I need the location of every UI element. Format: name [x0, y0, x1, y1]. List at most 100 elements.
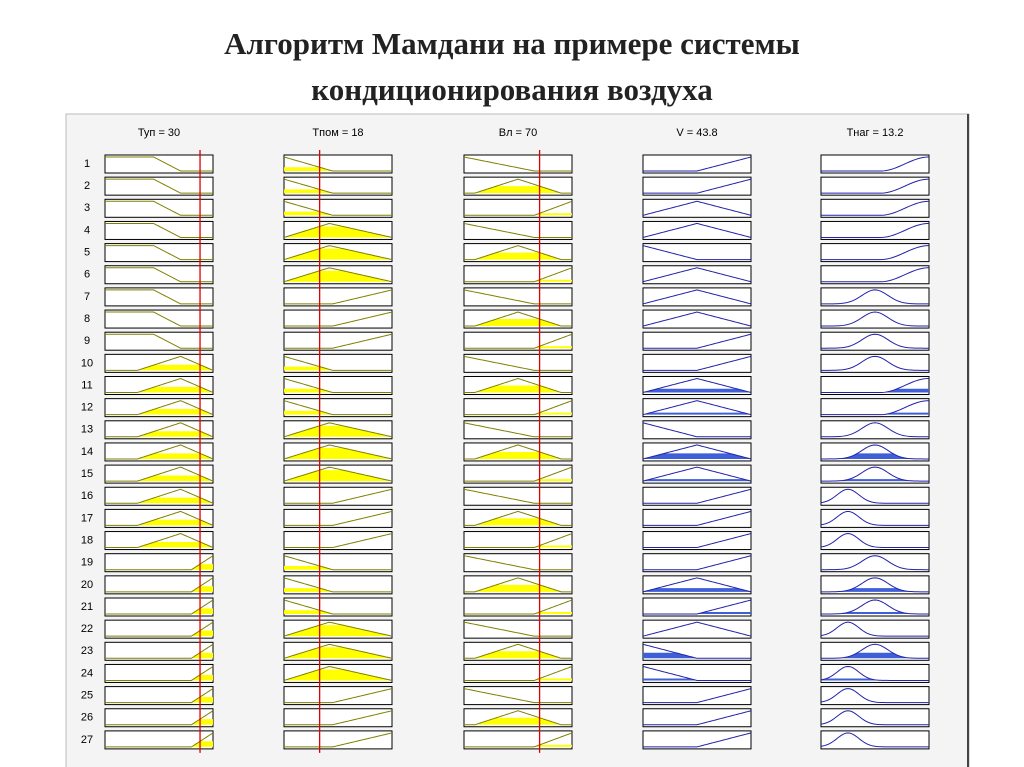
mf-curve: [284, 510, 393, 526]
mf-box: [463, 686, 573, 706]
mf-box: [642, 176, 752, 196]
mf-fill: [821, 388, 929, 393]
mf-box: [463, 597, 573, 617]
mf-box: [820, 331, 930, 351]
mf-fill: [284, 565, 392, 570]
mf-box: [642, 420, 752, 440]
mf-fill: [105, 431, 213, 437]
mf-curve: [642, 577, 752, 593]
mf-curve: [820, 577, 930, 593]
row-number: 22: [81, 623, 93, 635]
mf-curve: [105, 422, 214, 438]
mf-curve: [820, 333, 930, 349]
mf-curve: [464, 267, 573, 283]
mf-curve: [464, 311, 572, 327]
mf-fill: [105, 697, 213, 703]
mf-box: [283, 508, 393, 528]
row-number: 27: [81, 734, 93, 746]
mf-curve: [463, 156, 572, 172]
mf-box: [642, 198, 752, 218]
mf-fill: [284, 388, 392, 393]
mf-curve: [642, 311, 752, 327]
mf-box: [820, 154, 930, 174]
mf-curve: [464, 577, 572, 593]
title-line: кондиционирования воздуха: [311, 72, 713, 107]
row-number: 2: [84, 180, 90, 192]
mf-curve: [105, 466, 214, 482]
mf-box: [104, 220, 214, 240]
mf-fill: [105, 497, 213, 504]
row-number: 23: [81, 645, 93, 657]
mf-curve: [643, 156, 752, 172]
mf-fill: [284, 211, 392, 216]
mf-fill: [284, 167, 392, 171]
mf-curve: [642, 245, 751, 261]
mf-box: [642, 331, 752, 351]
mf-box: [463, 486, 573, 506]
mf-box: [642, 309, 752, 329]
mf-box: [283, 486, 393, 506]
mf-fill: [105, 475, 213, 482]
mf-box: [642, 686, 752, 706]
mf-box: [642, 708, 752, 728]
mf-curve: [642, 466, 752, 482]
mf-box: [104, 730, 214, 750]
mf-curve: [105, 245, 213, 261]
mf-box: [104, 265, 214, 285]
mf-curve: [284, 533, 393, 549]
mf-box: [104, 575, 214, 595]
mf-fill: [464, 545, 572, 548]
mf-box: [820, 198, 930, 218]
row-number: 11: [81, 379, 92, 391]
mf-curve: [642, 222, 752, 238]
mf-box: [642, 730, 752, 750]
mf-curve: [284, 289, 393, 305]
mf-fill: [464, 412, 572, 415]
mf-curve: [283, 666, 393, 681]
mf-curve: [820, 311, 930, 327]
mf-curve: [820, 732, 929, 748]
mf-curve: [105, 444, 214, 460]
mf-box: [642, 154, 752, 174]
mf-fill: [464, 279, 572, 282]
mf-fill: [284, 588, 392, 592]
mf-curve: [821, 156, 930, 172]
mf-curve: [643, 178, 752, 194]
row-number: 4: [84, 224, 90, 236]
mf-box: [820, 730, 930, 750]
row-number: 3: [84, 202, 90, 214]
mf-curve: [283, 466, 393, 482]
mf-box: [104, 619, 214, 639]
column-header: Tпом = 18: [312, 127, 363, 139]
mf-curve: [464, 732, 573, 748]
mf-curve: [283, 621, 393, 637]
mf-curve: [643, 333, 752, 349]
row-number: 25: [81, 690, 93, 702]
mf-box: [642, 597, 752, 617]
mf-box: [104, 198, 214, 218]
mf-curve: [464, 710, 572, 726]
mf-box: [820, 553, 930, 573]
mf-curve: [463, 688, 572, 704]
mf-curve: [820, 488, 929, 504]
mf-fill: [821, 412, 929, 415]
mf-fill: [105, 453, 213, 459]
mf-curve: [463, 621, 572, 637]
mf-curve: [642, 400, 752, 416]
mf-box: [104, 708, 214, 728]
mf-curve: [821, 400, 930, 416]
mf-curve: [821, 222, 930, 238]
mf-box: [642, 464, 752, 484]
mf-curve: [105, 377, 214, 393]
mf-fill: [643, 678, 751, 681]
mf-box: [820, 531, 930, 551]
mf-curve: [464, 599, 573, 615]
mf-box: [820, 686, 930, 706]
mf-curve: [463, 422, 572, 438]
mf-fill: [821, 678, 929, 681]
mf-box: [820, 575, 930, 595]
mf-curve: [105, 599, 214, 615]
mf-fill: [821, 588, 929, 592]
